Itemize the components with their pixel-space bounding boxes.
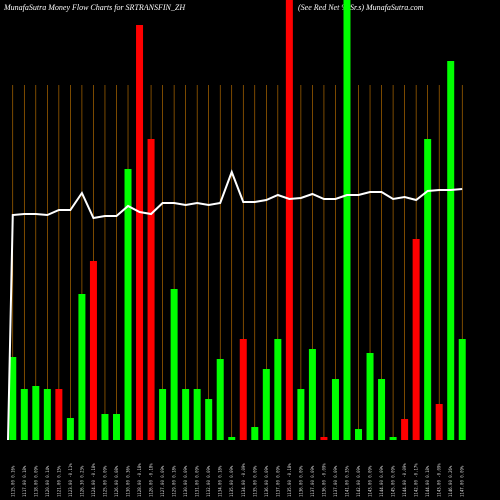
- x-tick-label: 1144.00 0.18%: [425, 465, 430, 497]
- bar: [43, 389, 51, 440]
- bar: [32, 386, 40, 440]
- x-tick-label: 1121.00 0.15%: [56, 465, 61, 497]
- bar: [262, 369, 270, 440]
- chart-title: MunafaSutra Money Flow Charts for SRTRAN…: [3, 3, 186, 12]
- bar: [320, 437, 328, 440]
- bar: [66, 418, 74, 440]
- x-tick-label: 1135.00 0.09%: [229, 465, 234, 497]
- x-tick-label: 1134.00 0.18%: [218, 465, 223, 497]
- x-tick-label: 1143.00 0.09%: [368, 465, 373, 497]
- x-tick-label: 1145.00 0.09%: [391, 465, 396, 497]
- x-tick-label: 1123.00 -0.11%: [68, 463, 73, 497]
- x-tick-label: 1130.00 0.36%: [126, 465, 131, 497]
- x-tick-label: 1130.00 0.09%: [183, 465, 188, 497]
- bar: [78, 294, 86, 440]
- x-tick-label: 1135.00 0.09%: [252, 465, 257, 497]
- x-tick-label: 1131.00 0.09%: [195, 465, 200, 497]
- bar: [251, 427, 259, 440]
- x-tick-label: 1146.00 0.26%: [448, 465, 453, 497]
- bar: [9, 357, 17, 440]
- bar: [285, 0, 293, 440]
- bar: [182, 389, 190, 440]
- x-tick-label: 1135.00 -0.18%: [287, 463, 292, 497]
- x-tick-label: 1115.00 0.16%: [10, 465, 15, 497]
- bar: [331, 379, 339, 440]
- bar: [297, 389, 305, 440]
- bar: [112, 414, 120, 440]
- bar: [228, 437, 236, 440]
- bar: [193, 389, 201, 440]
- x-tick-label: 1136.00 0.09%: [264, 465, 269, 497]
- x-tick-label: 1134.00 -0.09%: [241, 463, 246, 497]
- bar: [366, 353, 374, 440]
- x-tick-label: 1126.00 0.08%: [114, 465, 119, 497]
- bar: [136, 25, 144, 440]
- x-tick-label: 1118.00 0.09%: [33, 465, 38, 497]
- x-tick-label: 1144.00 0.09%: [379, 465, 384, 497]
- x-tick-label: 1128.00 -0.18%: [137, 463, 142, 497]
- bar: [343, 0, 351, 440]
- bar: [355, 429, 363, 440]
- price-line: [7, 169, 463, 441]
- x-tick-label: 1137.00 0.09%: [333, 465, 338, 497]
- bar: [216, 359, 224, 440]
- x-tick-label: 1120.00 0.14%: [45, 465, 50, 497]
- x-tick-label: 1124.00 -0.18%: [91, 463, 96, 497]
- bar: [159, 389, 167, 440]
- x-tick-label: 1137.00 0.09%: [275, 465, 280, 497]
- bar: [124, 169, 132, 440]
- x-tick-label: 1141.00 0.35%: [344, 465, 349, 497]
- x-tick-label: 1117.00 0.18%: [22, 465, 27, 497]
- bar: [401, 419, 409, 440]
- x-tick-label: 1136.00 -0.09%: [321, 463, 326, 497]
- x-tick-label: 1142.00 -0.17%: [414, 463, 419, 497]
- x-tick-label: 1143.00 -0.09%: [437, 463, 442, 497]
- bar: [101, 414, 109, 440]
- x-tick-label: 1147.00 0.09%: [460, 465, 465, 497]
- bar: [389, 437, 397, 440]
- x-tick-label: 1142.00 0.09%: [356, 465, 361, 497]
- bar: [89, 261, 97, 440]
- chart-subtitle: (See Red Net % Sr.s) MunafaSutra.com: [298, 3, 424, 12]
- bar: [55, 389, 63, 440]
- bar: [205, 399, 213, 440]
- bar: [458, 339, 466, 440]
- bar: [435, 404, 443, 440]
- x-tick-label: 1127.00 0.09%: [160, 465, 165, 497]
- x-tick-label: 1137.00 0.09%: [310, 465, 315, 497]
- bar: [170, 289, 178, 440]
- x-tick-label: 1126.30 0.23%: [79, 465, 84, 497]
- bar: [239, 339, 247, 440]
- x-tick-label: 1136.00 0.09%: [298, 465, 303, 497]
- bar: [308, 349, 316, 440]
- bar: [147, 139, 155, 440]
- bar: [412, 239, 420, 440]
- bar: [424, 139, 432, 440]
- bar: [274, 339, 282, 440]
- x-tick-label: 1129.00 0.18%: [172, 465, 177, 497]
- x-tick-label: 1144.00 -0.09%: [402, 463, 407, 497]
- x-tick-label: 1126.00 -0.18%: [149, 463, 154, 497]
- bar: [20, 389, 28, 440]
- bar: [447, 61, 455, 440]
- bar: [378, 379, 386, 440]
- x-tick-label: 1132.00 0.09%: [206, 465, 211, 497]
- x-tick-label: 1125.00 0.09%: [102, 465, 107, 497]
